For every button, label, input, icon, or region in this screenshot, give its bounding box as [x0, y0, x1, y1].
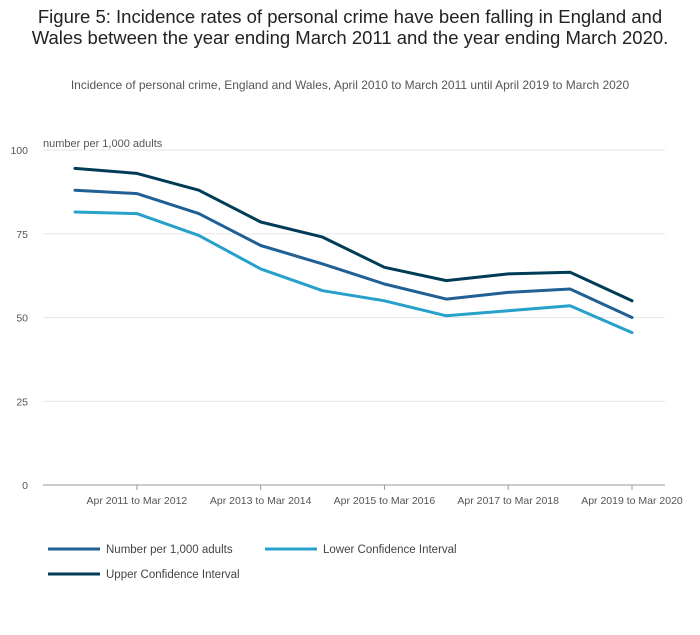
legend-label: Number per 1,000 adults: [106, 544, 233, 556]
gridlines: [43, 149, 665, 402]
y-tick-label: 75: [16, 229, 28, 241]
y-axis-ticks: 0 25 50 75 100: [10, 145, 28, 492]
x-tick-label: Apr 2019 to Mar 2020: [581, 495, 683, 507]
legend-label: Lower Confidence Interval: [323, 544, 457, 556]
y-tick-label: 0: [22, 480, 28, 492]
x-tick-label: Apr 2015 to Mar 2016: [334, 495, 436, 507]
legend-label: Upper Confidence Interval: [106, 569, 240, 581]
y-tick-label: 25: [16, 396, 28, 408]
y-tick-label: 50: [16, 313, 28, 325]
series-line-lower-confidence-interval: [73, 210, 634, 335]
chart-subtitle: Incidence of personal crime, England and…: [70, 78, 630, 92]
series-lines: [73, 166, 634, 335]
series-line-number-per-1-000-adults: [73, 188, 634, 319]
series-line-upper-confidence-interval: [73, 166, 634, 303]
chart-title: Figure 5: Incidence rates of personal cr…: [31, 6, 669, 48]
y-tick-label: 100: [10, 145, 28, 157]
x-tick-label: Apr 2013 to Mar 2014: [210, 495, 312, 507]
x-axis-ticks: Apr 2011 to Mar 2012 Apr 2013 to Mar 2014…: [86, 485, 683, 507]
x-tick-label: Apr 2011 to Mar 2012: [86, 495, 187, 507]
x-tick-label: Apr 2017 to Mar 2018: [457, 495, 559, 507]
y-axis-label: number per 1,000 adults: [43, 138, 163, 150]
legend: Number per 1,000 adults Lower Confidence …: [48, 544, 457, 581]
